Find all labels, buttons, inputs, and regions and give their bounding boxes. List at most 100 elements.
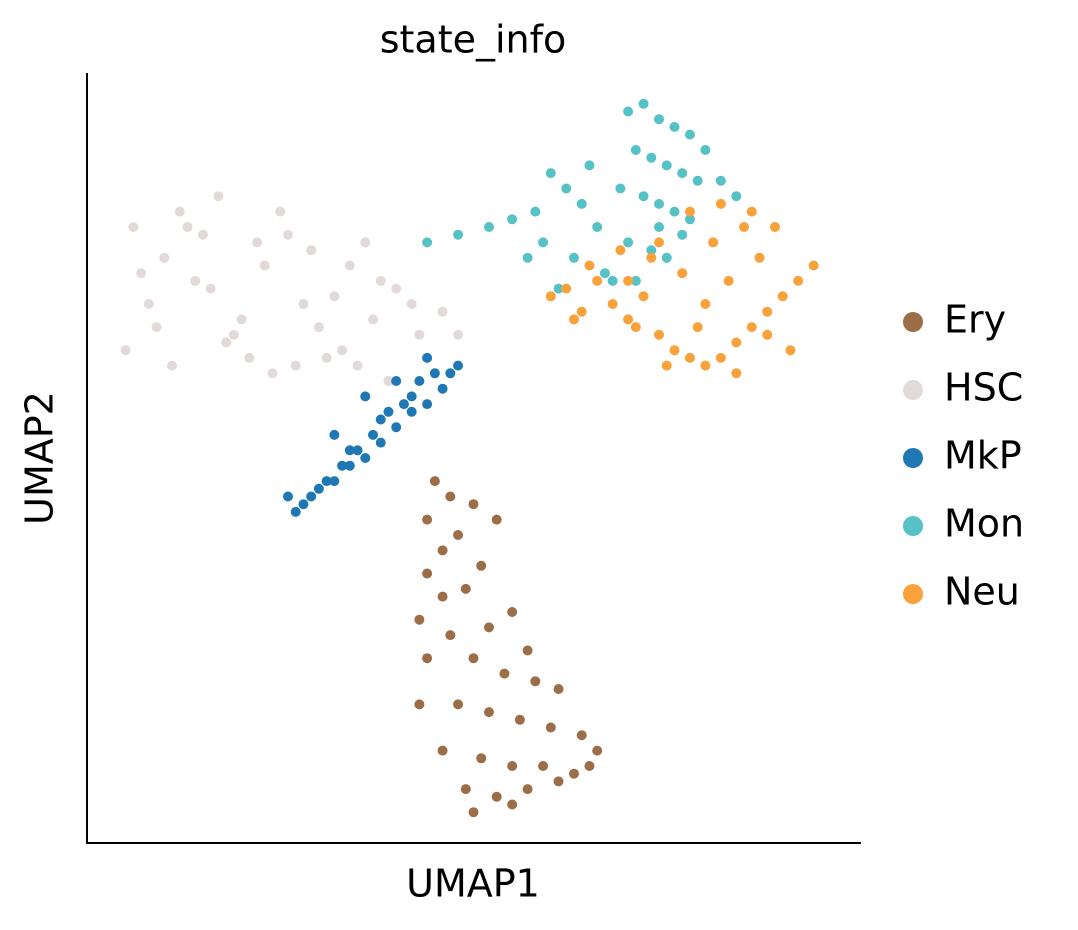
point xyxy=(623,106,634,117)
point xyxy=(808,260,819,271)
point xyxy=(654,329,665,340)
point xyxy=(360,391,371,402)
point xyxy=(561,183,572,194)
point xyxy=(514,714,525,725)
point xyxy=(630,145,641,155)
point xyxy=(213,191,224,202)
legend-label: HSC xyxy=(944,366,1023,410)
point xyxy=(275,206,286,217)
point xyxy=(360,453,371,463)
point xyxy=(445,491,456,502)
point xyxy=(522,784,533,795)
point xyxy=(337,345,348,356)
point xyxy=(406,299,417,309)
point xyxy=(754,252,765,263)
point xyxy=(777,291,788,302)
legend-label: MkP xyxy=(944,434,1022,478)
point xyxy=(785,345,796,356)
point xyxy=(460,784,471,795)
point xyxy=(368,429,379,440)
point xyxy=(646,252,657,263)
legend-marker xyxy=(903,516,923,536)
point xyxy=(375,414,386,425)
point xyxy=(205,283,216,294)
point xyxy=(623,314,634,325)
point xyxy=(429,476,440,487)
point xyxy=(329,291,340,302)
point xyxy=(445,630,456,641)
point xyxy=(182,222,193,232)
point xyxy=(684,129,695,140)
point xyxy=(592,222,603,232)
point xyxy=(460,583,471,594)
point xyxy=(437,591,448,602)
legend-marker xyxy=(903,448,923,468)
point xyxy=(592,275,603,286)
point xyxy=(453,699,464,710)
legend-marker xyxy=(903,312,923,332)
point xyxy=(553,776,564,787)
legend-label: Ery xyxy=(944,298,1006,342)
point xyxy=(360,237,371,248)
point xyxy=(120,345,131,356)
point xyxy=(236,314,247,325)
point xyxy=(576,730,587,741)
point xyxy=(136,268,147,279)
point xyxy=(677,268,688,279)
point xyxy=(406,406,417,417)
point xyxy=(715,198,726,209)
point xyxy=(522,645,533,656)
point xyxy=(576,306,587,317)
y-axis-label: UMAP2 xyxy=(18,391,62,525)
chart-title: state_info xyxy=(380,18,567,62)
point xyxy=(483,707,494,718)
point xyxy=(422,568,433,579)
point xyxy=(615,183,626,194)
point xyxy=(491,514,502,525)
point xyxy=(607,299,618,309)
point xyxy=(159,252,170,263)
point xyxy=(545,722,556,733)
point xyxy=(151,322,162,333)
point xyxy=(630,275,641,286)
point xyxy=(677,229,688,240)
point xyxy=(661,252,672,263)
point xyxy=(174,206,185,217)
point xyxy=(692,175,703,186)
point xyxy=(468,653,479,664)
point xyxy=(638,98,649,109)
point xyxy=(700,299,711,309)
point xyxy=(654,222,665,232)
point xyxy=(221,337,232,348)
point xyxy=(561,283,572,294)
point xyxy=(414,329,425,340)
point xyxy=(437,306,448,317)
point xyxy=(684,352,695,363)
point xyxy=(422,237,433,248)
point xyxy=(568,314,579,325)
point xyxy=(638,191,649,202)
point xyxy=(731,191,742,202)
point xyxy=(507,607,518,617)
point xyxy=(445,368,456,379)
point xyxy=(383,376,394,386)
point xyxy=(383,406,394,417)
point xyxy=(282,229,293,240)
point xyxy=(715,352,726,363)
point xyxy=(669,121,680,132)
point xyxy=(654,198,665,209)
point xyxy=(576,198,587,209)
point xyxy=(793,275,804,286)
point xyxy=(762,306,773,317)
point xyxy=(507,799,518,810)
point xyxy=(638,291,649,302)
point xyxy=(329,476,340,487)
point xyxy=(607,275,618,286)
point xyxy=(731,368,742,379)
point xyxy=(646,245,657,256)
legend-marker xyxy=(903,584,923,604)
point xyxy=(437,745,448,756)
point xyxy=(167,360,178,371)
legend-label: Neu xyxy=(944,570,1020,614)
point xyxy=(344,260,355,271)
